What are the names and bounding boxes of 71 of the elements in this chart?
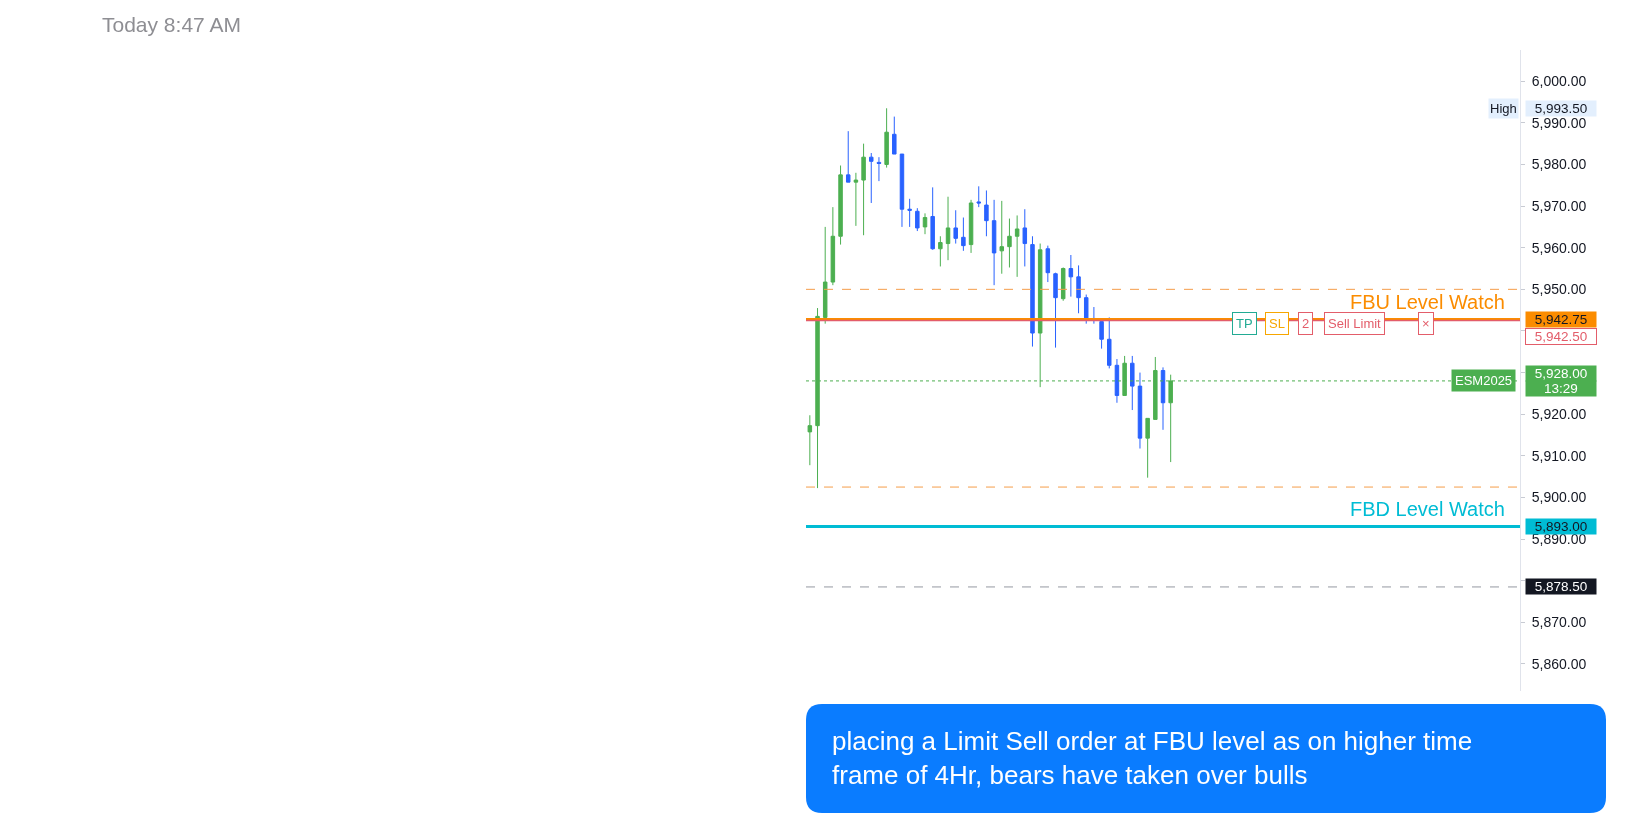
candlestick <box>976 185 981 208</box>
candlestick <box>1014 214 1020 278</box>
candlestick <box>1007 218 1012 268</box>
y-tick-label: 5,860.00 <box>1531 655 1587 672</box>
candlestick <box>1083 294 1089 325</box>
y-tick-label: 5,910.00 <box>1531 447 1587 464</box>
candlestick <box>1130 355 1135 411</box>
candlestick <box>845 130 851 183</box>
candlestick <box>884 107 889 169</box>
candlestick <box>1107 316 1112 369</box>
candlestick <box>1022 208 1028 267</box>
annotation: TP <box>1236 316 1253 331</box>
candlestick <box>1076 264 1081 314</box>
ref-line-label: 5,942.50 <box>1534 329 1588 344</box>
candlestick <box>899 153 905 228</box>
candlestick <box>961 217 966 252</box>
candlestick <box>1160 366 1166 431</box>
candlestick <box>822 226 828 325</box>
candlestick <box>1053 272 1058 349</box>
candlestick <box>1114 358 1120 404</box>
y-tick-label: 5,970.00 <box>1531 197 1587 214</box>
candlestick <box>853 172 859 227</box>
ref-line-label: 5,893.00 <box>1534 519 1588 534</box>
y-tick-label: 5,950.00 <box>1531 281 1587 298</box>
y-tick-label: 5,990.00 <box>1531 114 1587 131</box>
candlestick <box>953 209 958 245</box>
annotation: Sell Limit <box>1328 316 1382 331</box>
candlestick <box>830 206 836 286</box>
candlestick <box>968 199 974 254</box>
candlestick <box>1099 321 1104 350</box>
text: 5,993.50 <box>1534 101 1588 116</box>
annotation: FBD Level Watch <box>1350 498 1505 520</box>
text: placing a Limit Sell order at FBU level as on higher time frame of 4Hr, bears have taken over bulls <box>832 726 1473 790</box>
candlestick <box>869 152 874 204</box>
ref-line-label: 5,878.50 <box>1534 579 1588 594</box>
candlestick <box>1030 235 1035 348</box>
candlestick <box>861 143 866 236</box>
annotation: ESM2025 <box>1455 373 1513 388</box>
candlestick <box>984 189 989 237</box>
candlestick <box>930 186 935 251</box>
candlestick <box>838 165 843 246</box>
candlestick <box>945 196 951 261</box>
candlestick <box>938 235 943 267</box>
candlestick <box>915 207 920 232</box>
ref-line-label: 5,942.75 <box>1534 312 1588 327</box>
candlestick <box>907 198 912 228</box>
candlestick <box>922 212 928 235</box>
candlestick <box>807 414 813 466</box>
annotation: 2 <box>1302 316 1310 331</box>
y-tick-label: 5,920.00 <box>1531 406 1587 423</box>
y-tick-label: 5,870.00 <box>1531 614 1587 631</box>
text: 13:29 <box>1544 381 1578 396</box>
candlestick <box>876 156 882 182</box>
candlestick <box>1145 417 1150 479</box>
text: Today 8:47 AM <box>102 13 241 36</box>
candlestick <box>1068 254 1074 298</box>
annotation: FBU Level Watch <box>1350 291 1505 313</box>
candlestick <box>991 199 997 286</box>
candlestick <box>999 200 1005 275</box>
candlestick <box>892 116 897 155</box>
candlestick <box>1137 372 1143 450</box>
candlestick <box>1060 266 1066 302</box>
y-tick-label: 5,900.00 <box>1531 489 1587 506</box>
ref-line-label: 5,928.00 <box>1534 366 1588 381</box>
y-tick-label: 5,980.00 <box>1531 156 1587 173</box>
y-tick-label: 6,000.00 <box>1531 73 1587 90</box>
candlestick <box>1045 245 1051 283</box>
annotation: High <box>1490 101 1517 116</box>
y-tick-label: 5,960.00 <box>1531 239 1587 256</box>
annotation: × <box>1422 316 1430 331</box>
annotation: SL <box>1269 316 1285 331</box>
